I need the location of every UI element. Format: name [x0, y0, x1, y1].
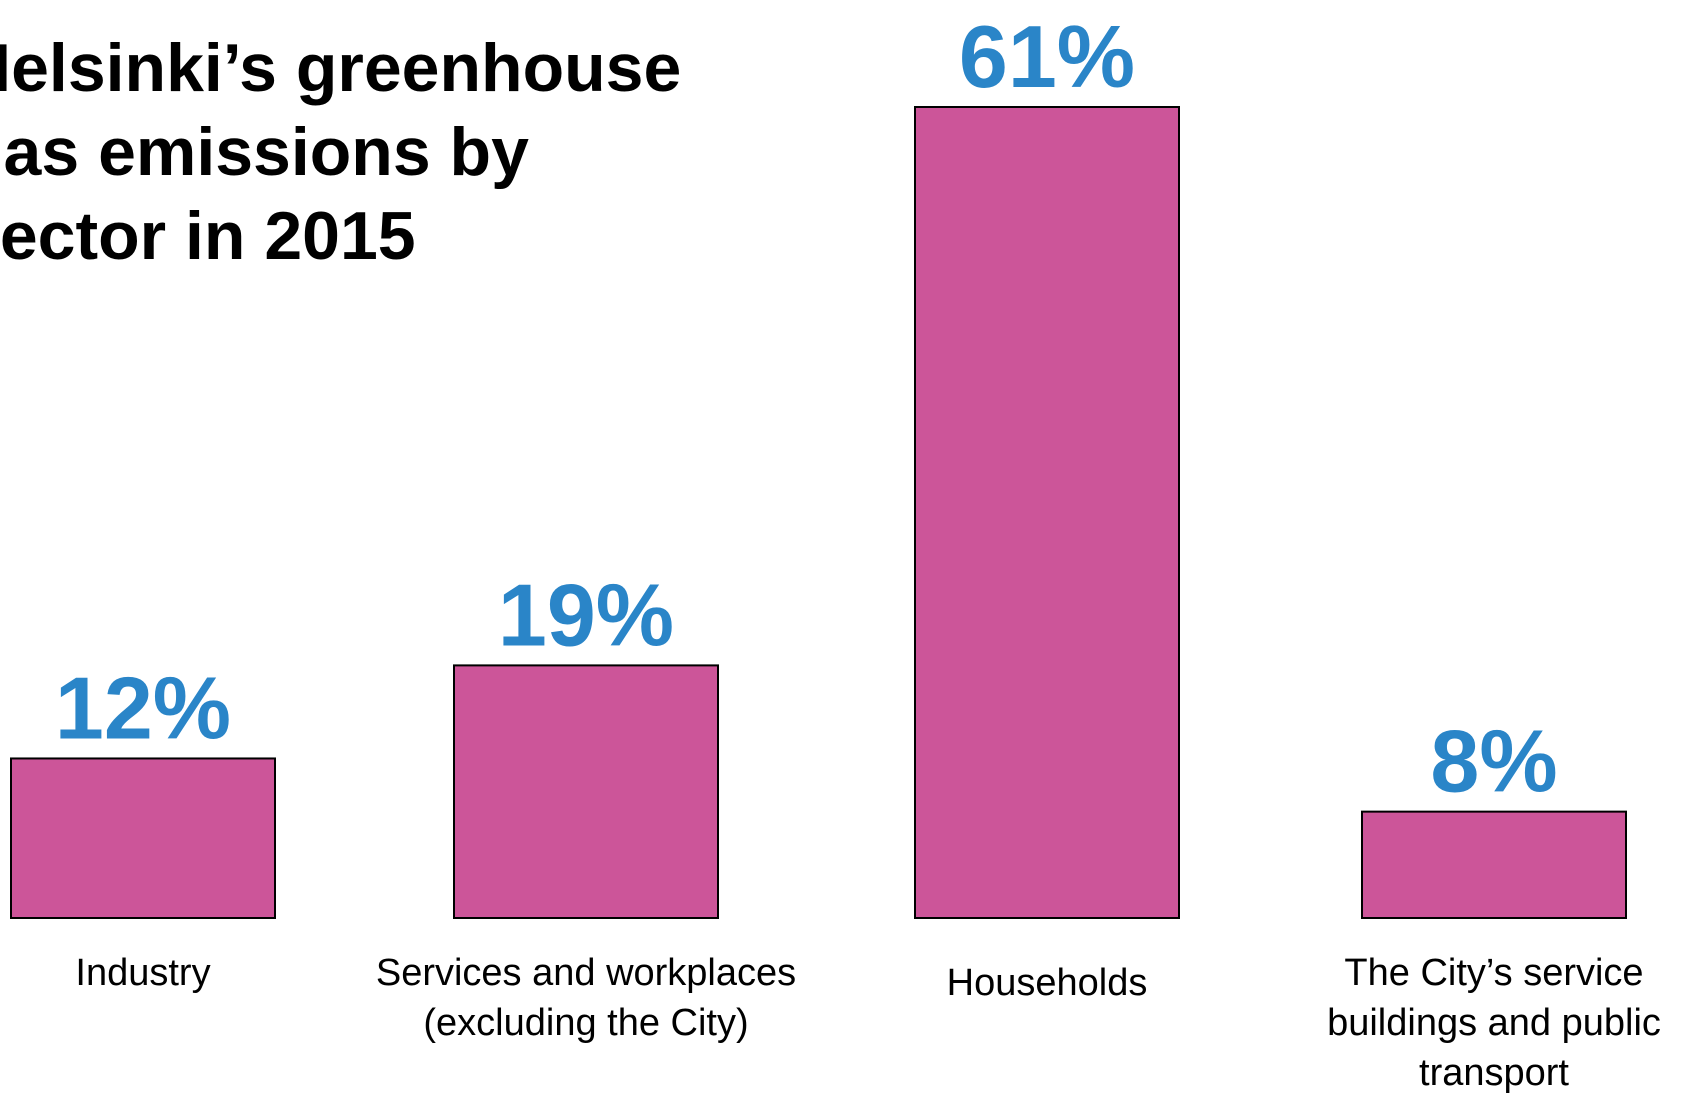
bars-group: [10, 106, 1627, 920]
category-label-line: Services and workplaces: [375, 952, 797, 994]
chart-title-line: gas emissions by: [0, 114, 529, 190]
category-label-line: buildings and public: [1327, 1002, 1661, 1044]
category-label-line: Industry: [75, 952, 211, 994]
category-label: The City’s service buildings and public tr…: [1274, 948, 1684, 1098]
bar-value-label: 12%: [55, 658, 231, 757]
category-label-line: Households: [946, 962, 1148, 1004]
chart-title-line: sector in 2015: [0, 198, 416, 274]
bar-value-label: 61%: [959, 7, 1135, 106]
chart-title: Helsinki’s greenhouse gas emissions by s…: [0, 26, 782, 278]
bar: [914, 106, 1180, 919]
category-label-line: The City’s service: [1344, 952, 1644, 994]
category-label: Industry: [0, 948, 363, 998]
category-label-line: (excluding the City): [423, 1002, 749, 1044]
chart-title-line: Helsinki’s greenhouse: [0, 30, 682, 106]
bar-value-label: 19%: [498, 565, 674, 664]
category-label: Households: [827, 958, 1267, 1008]
bar: [1361, 810, 1627, 919]
value-labels-group: 12% 19% 61% 8%: [55, 7, 1558, 811]
bar: [10, 757, 276, 920]
category-label: Services and workplaces (excluding the Ci…: [366, 948, 806, 1048]
bar: [453, 664, 719, 919]
category-label-line: transport: [1419, 1052, 1569, 1094]
bar-value-label: 8%: [1430, 712, 1557, 811]
